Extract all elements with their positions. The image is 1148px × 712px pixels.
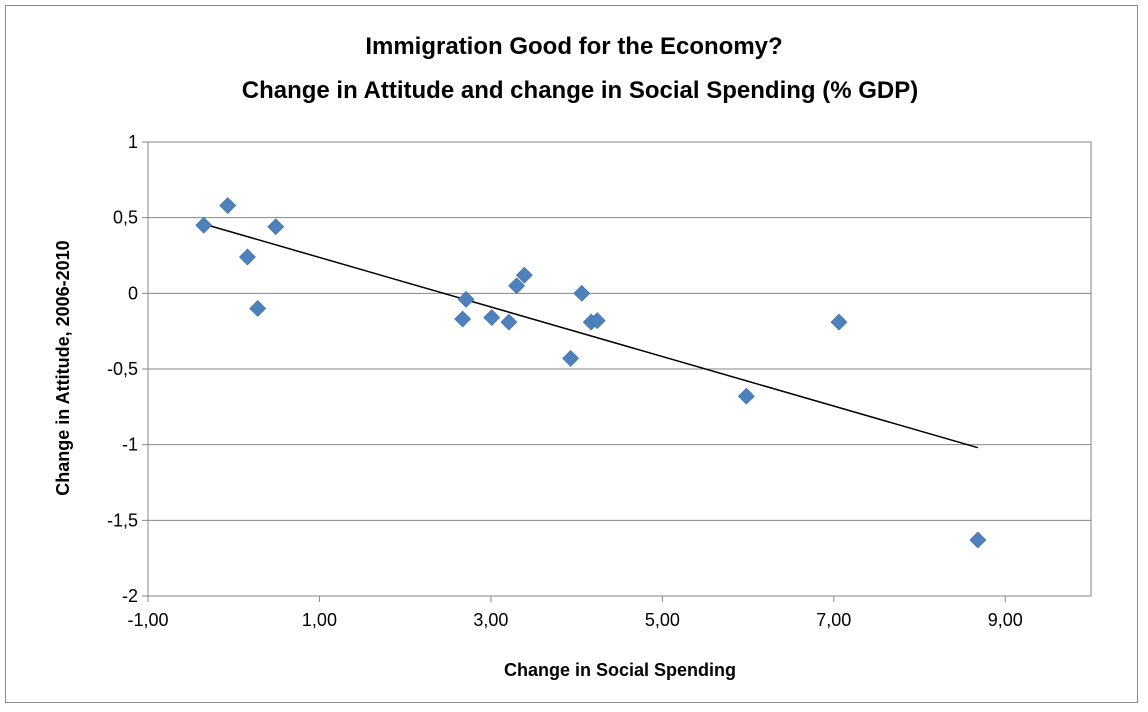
y-axis-label: Change in Attitude, 2006-2010 — [53, 240, 73, 495]
data-point — [508, 277, 526, 295]
y-tick-label: -1 — [122, 435, 138, 455]
x-tick-label: -1,00 — [127, 610, 168, 630]
gridlines — [142, 141, 1091, 602]
data-point — [249, 300, 267, 317]
chart-title: Immigration Good for the Economy? — [365, 33, 782, 60]
chart-subtitle: Change in Attitude and change in Social … — [242, 77, 918, 104]
data-point — [830, 313, 848, 331]
data-points — [195, 197, 987, 549]
y-tick-label: -1,5 — [107, 510, 138, 530]
x-tick-label: 1,00 — [302, 610, 337, 630]
data-point — [195, 216, 213, 234]
data-point — [562, 349, 580, 367]
trendline — [207, 224, 979, 449]
data-point — [573, 284, 591, 302]
data-point — [500, 313, 518, 331]
x-tick-label: 7,00 — [816, 610, 851, 630]
data-point — [219, 197, 237, 214]
x-tick-label: 5,00 — [645, 610, 680, 630]
y-tick-label: -2 — [122, 586, 138, 606]
data-point — [588, 312, 606, 329]
y-tick-label: 1 — [128, 132, 138, 152]
x-axis-label: Change in Social Spending — [504, 660, 736, 680]
data-point — [454, 310, 472, 328]
data-point — [515, 266, 533, 284]
plot-area — [147, 141, 1092, 597]
x-tick-label: 3,00 — [473, 610, 508, 630]
y-tick-label: 0,5 — [113, 208, 138, 228]
data-point — [737, 387, 755, 405]
data-point — [483, 309, 501, 326]
x-tick-label: 9,00 — [988, 610, 1023, 630]
data-point — [969, 531, 987, 549]
data-point — [239, 248, 256, 266]
tick-labels: 1 0,5 0 -0,5 -1 -1,5 -2 -1,00 1,00 3,00 5,00 7,00 9,… — [107, 132, 1023, 630]
trendline-group — [207, 224, 979, 449]
y-tick-label: -0,5 — [107, 359, 138, 379]
y-tick-label: 0 — [128, 283, 138, 303]
data-point — [267, 218, 285, 236]
data-point — [457, 290, 475, 308]
